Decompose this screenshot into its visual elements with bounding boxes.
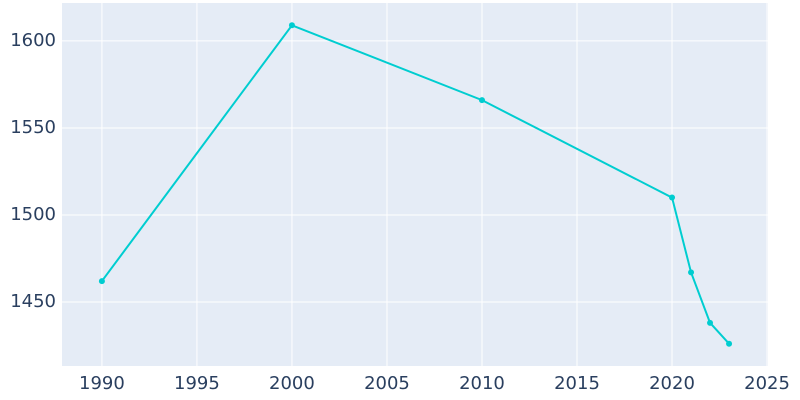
point	[98, 278, 105, 285]
plot-area	[62, 3, 768, 366]
y-tick-label: 1600	[10, 30, 56, 51]
x-tick-label: 2010	[459, 373, 505, 394]
x-tick-label: 2005	[364, 373, 410, 394]
x-tick-label: 2015	[554, 373, 600, 394]
x-tick-label: 2025	[744, 373, 790, 394]
point	[669, 194, 676, 201]
x-tick-label: 2020	[649, 373, 695, 394]
y-tick-label: 1500	[10, 204, 56, 225]
point	[726, 340, 733, 347]
point	[688, 269, 695, 276]
point	[707, 319, 714, 326]
y-tick-label: 1450	[10, 291, 56, 312]
x-tick-label: 1990	[79, 373, 125, 394]
y-tick-label: 1550	[10, 117, 56, 138]
point	[288, 22, 295, 29]
x-tick-label: 1995	[174, 373, 220, 394]
x-tick-label: 2000	[269, 373, 315, 394]
point	[478, 97, 485, 104]
